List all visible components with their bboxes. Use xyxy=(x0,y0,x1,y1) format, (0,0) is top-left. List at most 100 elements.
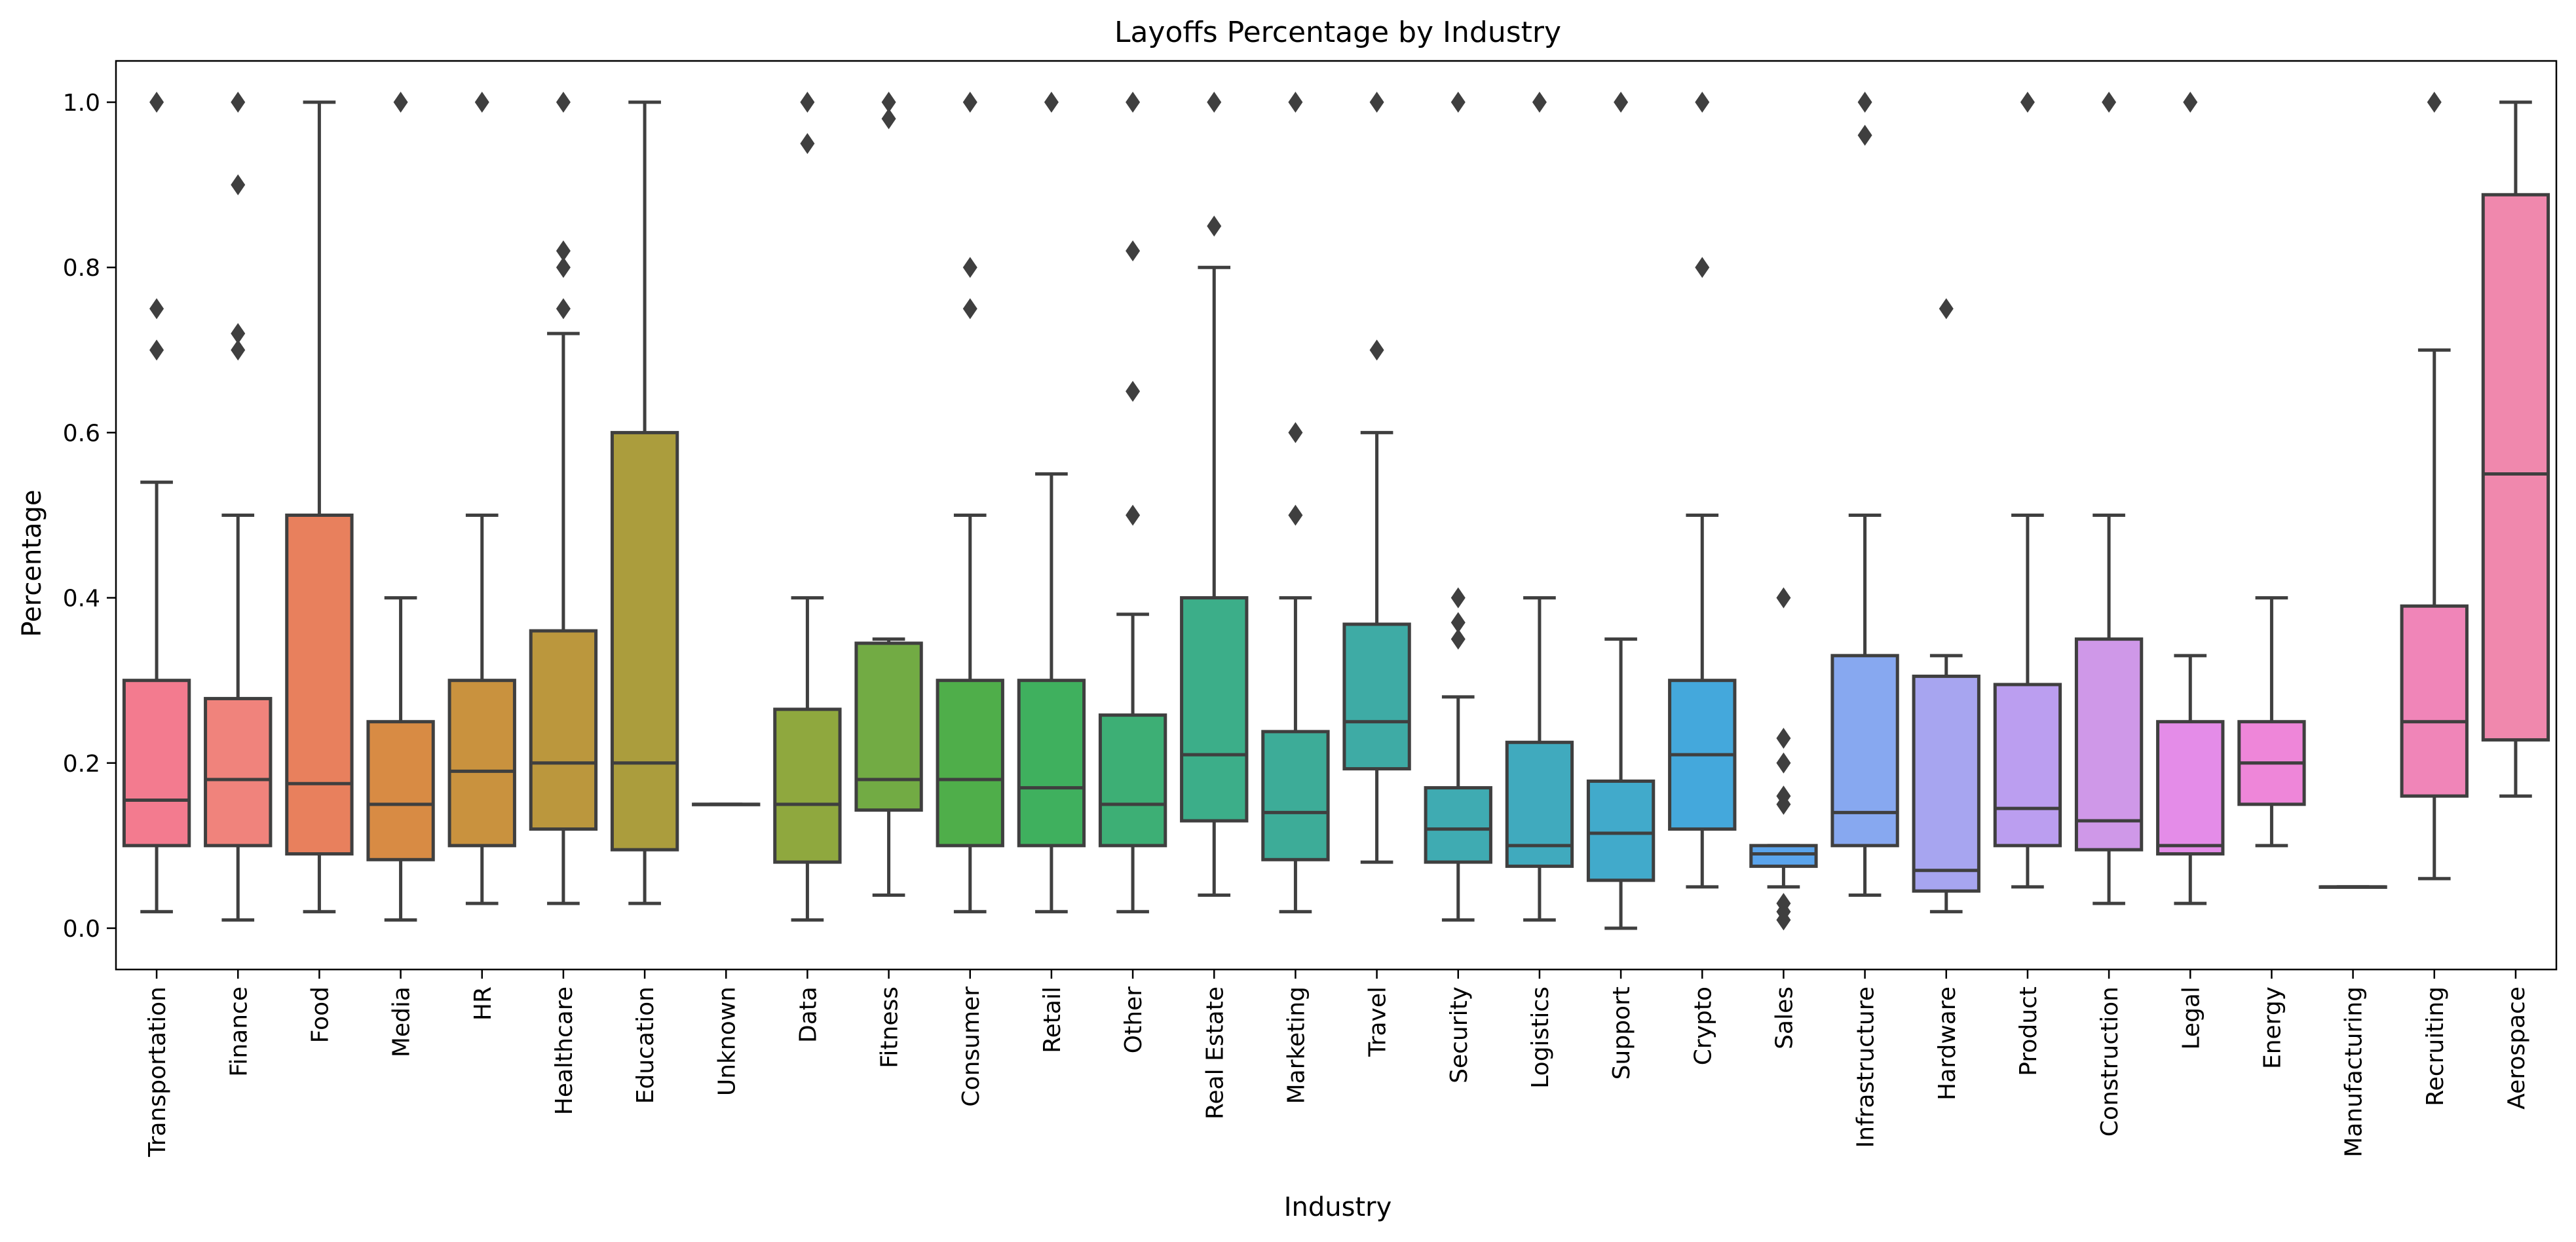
outlier-point xyxy=(1532,92,1547,113)
box xyxy=(1017,679,1086,848)
outlier-point xyxy=(556,240,571,262)
outlier-point xyxy=(1369,339,1384,361)
box xyxy=(204,696,273,848)
x-tick-label: Unknown xyxy=(713,987,740,1096)
outlier-point xyxy=(962,257,977,278)
x-tick-label: Product xyxy=(2015,987,2042,1076)
box-group-logistics xyxy=(1505,92,1574,922)
outlier-point xyxy=(1939,298,1954,320)
box xyxy=(2074,637,2144,852)
box xyxy=(1424,786,1492,864)
outlier-point xyxy=(1207,216,1222,237)
outlier-point xyxy=(1776,893,1791,914)
outlier-point xyxy=(962,298,977,320)
box xyxy=(1586,780,1656,882)
x-tick-label: Other xyxy=(1120,987,1147,1053)
box-group-media xyxy=(366,92,435,922)
outlier-point xyxy=(800,92,815,113)
y-tick-label: 0.8 xyxy=(63,255,100,282)
box xyxy=(1098,713,1167,848)
outlier-point xyxy=(1126,381,1141,402)
box-group-legal xyxy=(2156,92,2225,905)
y-tick-label: 0.2 xyxy=(63,751,100,778)
outlier-point xyxy=(2102,92,2117,113)
box xyxy=(2481,193,2550,742)
outlier-point xyxy=(2427,92,2442,113)
y-tick-label: 1.0 xyxy=(63,90,100,117)
x-tick-label: HR xyxy=(470,987,497,1021)
x-tick-label: Infrastructure xyxy=(1853,987,1880,1148)
box xyxy=(366,720,435,861)
box-group-travel xyxy=(1342,92,1411,864)
x-tick-label: Data xyxy=(795,987,822,1043)
box-group-construction xyxy=(2074,92,2144,905)
box-group-fitness xyxy=(854,92,923,897)
box-group-food xyxy=(285,100,354,914)
box-group-aerospace xyxy=(2481,100,2550,798)
outlier-point xyxy=(962,92,977,113)
outlier-point xyxy=(474,92,489,113)
x-tick-label: Education xyxy=(632,987,659,1104)
outlier-point xyxy=(2183,92,2198,113)
box-group-finance xyxy=(204,92,273,922)
x-tick-label: Hardware xyxy=(1934,987,1961,1101)
x-tick-label: Marketing xyxy=(1283,987,1310,1104)
x-tick-label: Sales xyxy=(1771,987,1798,1049)
box xyxy=(854,641,923,812)
x-tick-label: Energy xyxy=(2259,987,2286,1069)
outlier-point xyxy=(231,92,246,113)
x-tick-label: Legal xyxy=(2178,987,2205,1050)
outlier-point xyxy=(231,339,246,361)
outlier-point xyxy=(1369,92,1384,113)
box xyxy=(1505,740,1574,868)
x-tick-label: Security xyxy=(1446,987,1473,1083)
x-tick-label: Fitness xyxy=(877,987,903,1068)
outlier-point xyxy=(1288,504,1303,526)
box-group-marketing xyxy=(1261,92,1330,914)
x-tick-label: Consumer xyxy=(958,987,985,1107)
outlier-point xyxy=(1776,727,1791,749)
outlier-point xyxy=(2020,92,2035,113)
x-tick-label: Manufacturing xyxy=(2341,987,2368,1157)
x-tick-label: Recruiting xyxy=(2422,987,2449,1106)
outlier-point xyxy=(1450,92,1466,113)
plot-area: 0.0 0.2 0.4 0.6 0.8 1.0 Transportation Finance F… xyxy=(63,60,2558,1157)
box xyxy=(529,629,598,831)
chart-title: Layoffs Percentage by Industry xyxy=(1114,16,1561,49)
y-tick-label: 0.0 xyxy=(63,916,100,943)
box xyxy=(2400,604,2469,798)
box-group-data xyxy=(773,92,842,922)
y-tick-label: 0.4 xyxy=(63,586,100,612)
outlier-point xyxy=(231,323,246,345)
x-tick-label: Healthcare xyxy=(551,987,578,1115)
box xyxy=(447,679,516,848)
box-group-education xyxy=(610,100,679,905)
outlier-point xyxy=(1288,92,1303,113)
box-group-manufacturing xyxy=(2319,885,2387,889)
outlier-point xyxy=(149,92,164,113)
box-group-consumer xyxy=(936,92,1004,914)
plot-frame xyxy=(115,60,2558,971)
box xyxy=(1993,683,2062,848)
outlier-point xyxy=(1776,785,1791,807)
outlier-point xyxy=(1044,92,1059,113)
box-group-energy xyxy=(2237,596,2306,848)
outlier-point xyxy=(231,174,246,196)
outlier-point xyxy=(1450,628,1466,650)
outlier-point xyxy=(1288,422,1303,443)
box xyxy=(1749,844,1818,868)
outlier-point xyxy=(1776,587,1791,609)
box xyxy=(1180,596,1249,823)
outlier-point xyxy=(1857,92,1872,113)
x-tick-label: Travel xyxy=(1365,987,1392,1057)
box-group-product xyxy=(1993,92,2062,889)
box-group-transportation xyxy=(122,92,191,914)
box-group-recruiting xyxy=(2400,92,2469,880)
outlier-point xyxy=(1695,257,1710,278)
x-tick-label: Finance xyxy=(225,987,252,1077)
box xyxy=(773,707,842,864)
outlier-point xyxy=(556,257,571,278)
x-tick-label: Media xyxy=(388,987,415,1057)
